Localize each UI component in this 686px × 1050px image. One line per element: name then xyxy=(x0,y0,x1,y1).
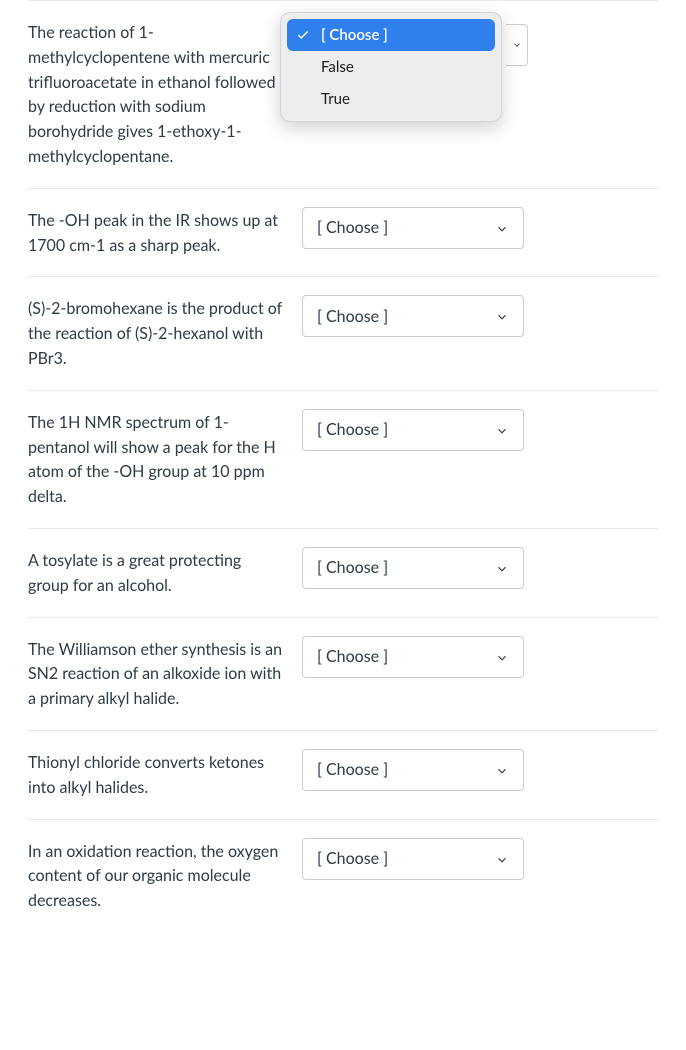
question-prompt: Thionyl chloride converts ketones into a… xyxy=(28,749,286,801)
dropdown-option-label: False xyxy=(321,58,354,76)
check-icon xyxy=(295,27,311,43)
chevron-down-icon xyxy=(495,852,509,866)
answer-select[interactable]: [ Choose ] xyxy=(302,295,524,337)
answer-select[interactable]: [ Choose ] xyxy=(302,207,524,249)
answer-select[interactable]: [ Choose ] xyxy=(302,749,524,791)
dropdown-option-label: [ Choose ] xyxy=(321,26,388,44)
select-wrap: [ Choose ] xyxy=(302,295,524,337)
dropdown-menu[interactable]: [ Choose ] False True xyxy=(280,12,502,122)
question-row: A tosylate is a great protecting group f… xyxy=(28,528,658,617)
quiz-matching-container: [ Choose ] False True The reaction of 1-… xyxy=(0,0,686,932)
select-edge-peek xyxy=(506,24,528,66)
chevron-down-icon xyxy=(495,763,509,777)
answer-select[interactable]: [ Choose ] xyxy=(302,636,524,678)
select-value: [ Choose ] xyxy=(317,558,388,577)
check-placeholder xyxy=(295,59,311,75)
select-value: [ Choose ] xyxy=(317,307,388,326)
question-prompt: The reaction of 1-methylcyclopentene wit… xyxy=(28,19,286,170)
select-value: [ Choose ] xyxy=(317,218,388,237)
dropdown-option-true[interactable]: True xyxy=(287,83,495,115)
dropdown-option-false[interactable]: False xyxy=(287,51,495,83)
select-wrap: [ Choose ] xyxy=(302,838,524,880)
question-row: (S)-2-bromohexane is the product of the … xyxy=(28,276,658,389)
select-value: [ Choose ] xyxy=(317,647,388,666)
question-row: In an oxidation reaction, the oxygen con… xyxy=(28,819,658,932)
question-row: The Williamson ether synthesis is an SN2… xyxy=(28,617,658,730)
select-value: [ Choose ] xyxy=(317,420,388,439)
dropdown-option-choose[interactable]: [ Choose ] xyxy=(287,19,495,51)
select-value: [ Choose ] xyxy=(317,849,388,868)
select-wrap: [ Choose ] xyxy=(302,207,524,249)
answer-select[interactable]: [ Choose ] xyxy=(302,838,524,880)
question-prompt: The 1H NMR spectrum of 1-pentanol will s… xyxy=(28,409,286,510)
dropdown-option-label: True xyxy=(321,90,350,108)
select-wrap: [ Choose ] xyxy=(302,636,524,678)
question-prompt: The -OH peak in the IR shows up at 1700 … xyxy=(28,207,286,259)
select-value: [ Choose ] xyxy=(317,760,388,779)
question-prompt: In an oxidation reaction, the oxygen con… xyxy=(28,838,286,914)
question-row: The -OH peak in the IR shows up at 1700 … xyxy=(28,188,658,277)
select-wrap: [ Choose ] xyxy=(302,749,524,791)
question-prompt: The Williamson ether synthesis is an SN2… xyxy=(28,636,286,712)
chevron-down-icon xyxy=(495,423,509,437)
question-prompt: (S)-2-bromohexane is the product of the … xyxy=(28,295,286,371)
answer-select[interactable]: [ Choose ] xyxy=(302,409,524,451)
chevron-down-icon xyxy=(495,221,509,235)
chevron-down-icon xyxy=(495,561,509,575)
question-row: The 1H NMR spectrum of 1-pentanol will s… xyxy=(28,390,658,528)
select-wrap: [ Choose ] xyxy=(302,547,524,589)
check-placeholder xyxy=(295,91,311,107)
chevron-down-icon xyxy=(495,650,509,664)
answer-select[interactable]: [ Choose ] xyxy=(302,547,524,589)
question-prompt: A tosylate is a great protecting group f… xyxy=(28,547,286,599)
select-wrap: [ Choose ] xyxy=(302,409,524,451)
question-row: Thionyl chloride converts ketones into a… xyxy=(28,730,658,819)
chevron-down-icon xyxy=(495,309,509,323)
